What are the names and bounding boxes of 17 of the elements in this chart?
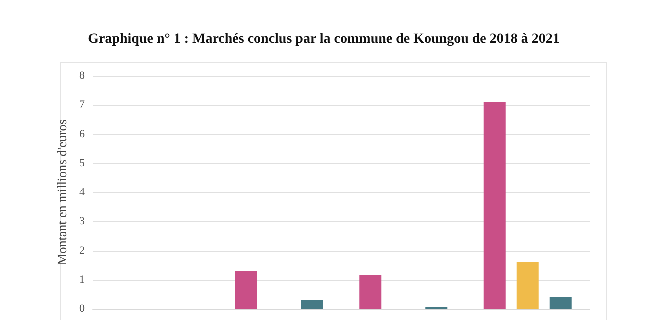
bar (235, 271, 258, 309)
bar (516, 262, 539, 309)
y-tick-label: 8 (80, 70, 86, 82)
chart-title: Graphique n° 1 : Marchés conclus par la commune de Koungou de 2018 à 2021 (87, 32, 561, 48)
y-tick-label: 4 (80, 186, 86, 198)
bar (301, 300, 324, 309)
bar (484, 102, 506, 309)
y-tick-label: 5 (80, 157, 86, 170)
y-tick-label: 7 (80, 99, 86, 112)
y-tick-label: 2 (80, 244, 85, 257)
y-axis-title: Montant en millions d'euros (54, 120, 70, 266)
bar (360, 276, 382, 309)
y-tick-label: 1 (80, 274, 85, 286)
y-tick-label: 3 (80, 216, 86, 228)
bar (550, 297, 572, 309)
y-tick-label: 6 (80, 128, 86, 140)
y-tick-label: 0 (80, 303, 86, 315)
